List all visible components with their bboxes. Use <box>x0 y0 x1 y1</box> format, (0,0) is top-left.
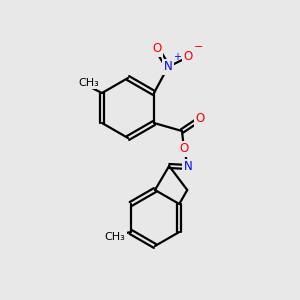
Text: −: − <box>194 42 203 52</box>
Text: O: O <box>183 50 193 64</box>
Text: N: N <box>184 160 192 173</box>
Text: +: + <box>173 52 181 62</box>
Text: N: N <box>164 61 172 74</box>
Text: O: O <box>152 43 162 56</box>
Text: CH₃: CH₃ <box>78 78 99 88</box>
Text: O: O <box>77 76 87 89</box>
Text: O: O <box>195 112 205 125</box>
Text: O: O <box>179 142 189 155</box>
Text: CH₃: CH₃ <box>105 232 125 242</box>
Text: O: O <box>104 230 113 244</box>
